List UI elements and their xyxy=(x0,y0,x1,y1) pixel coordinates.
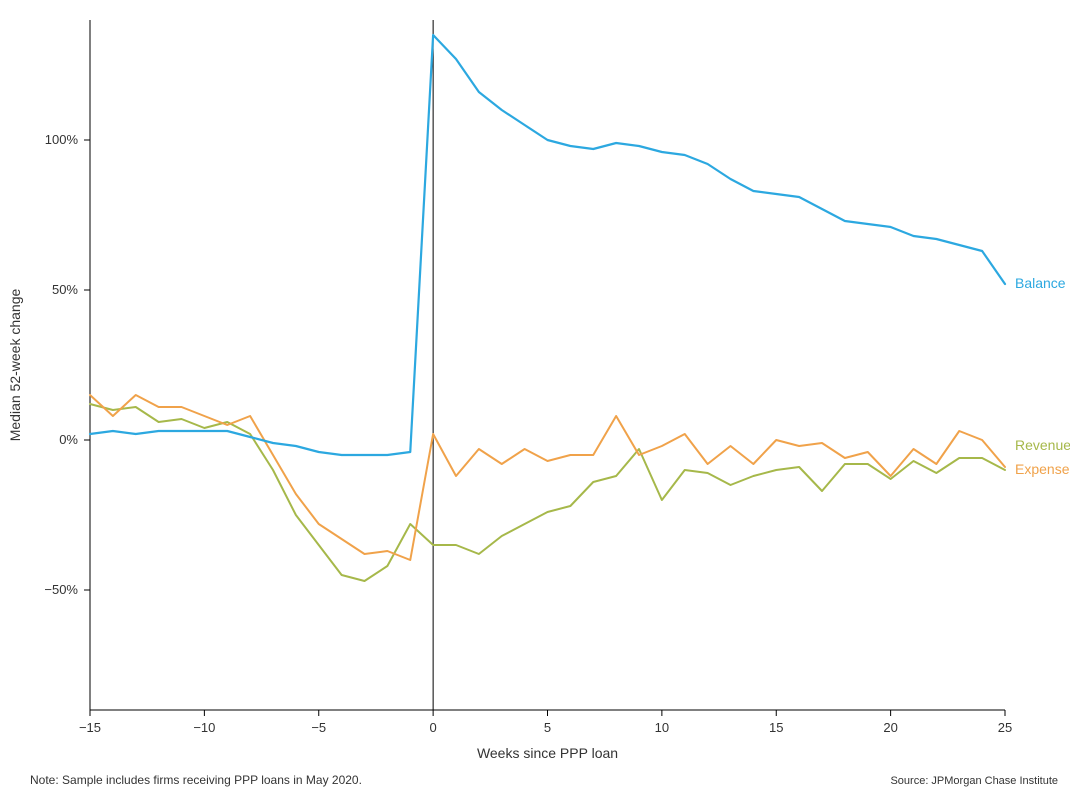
y-tick-label: 0% xyxy=(59,432,78,447)
x-tick-label: 5 xyxy=(544,720,551,735)
x-axis-title: Weeks since PPP loan xyxy=(477,745,618,761)
series-label-expense: Expense xyxy=(1015,461,1070,477)
chart-container: −50% 0% 50% 100% −15 −10 −5 0 5 10 15 20 25 Weeks sin… xyxy=(0,0,1070,800)
x-tick-label: 0 xyxy=(430,720,437,735)
y-tick-label: 100% xyxy=(45,132,79,147)
chart-svg: −50% 0% 50% 100% −15 −10 −5 0 5 10 15 20 25 Weeks sin… xyxy=(0,0,1070,800)
x-tick-label: 25 xyxy=(998,720,1012,735)
chart-bg xyxy=(0,0,1070,800)
chart-note: Note: Sample includes firms receiving PP… xyxy=(30,773,362,787)
y-tick-label: 50% xyxy=(52,282,78,297)
y-tick-label: −50% xyxy=(44,582,78,597)
x-tick-label: −5 xyxy=(311,720,326,735)
y-axis-title: Median 52-week change xyxy=(7,289,23,442)
series-label-revenue: Revenue xyxy=(1015,437,1070,453)
series-label-balance: Balance xyxy=(1015,275,1066,291)
x-tick-label: −15 xyxy=(79,720,101,735)
x-tick-label: 15 xyxy=(769,720,783,735)
x-tick-label: 20 xyxy=(883,720,897,735)
chart-source: Source: JPMorgan Chase Institute xyxy=(890,775,1058,787)
x-tick-label: −10 xyxy=(193,720,215,735)
x-tick-label: 10 xyxy=(655,720,669,735)
